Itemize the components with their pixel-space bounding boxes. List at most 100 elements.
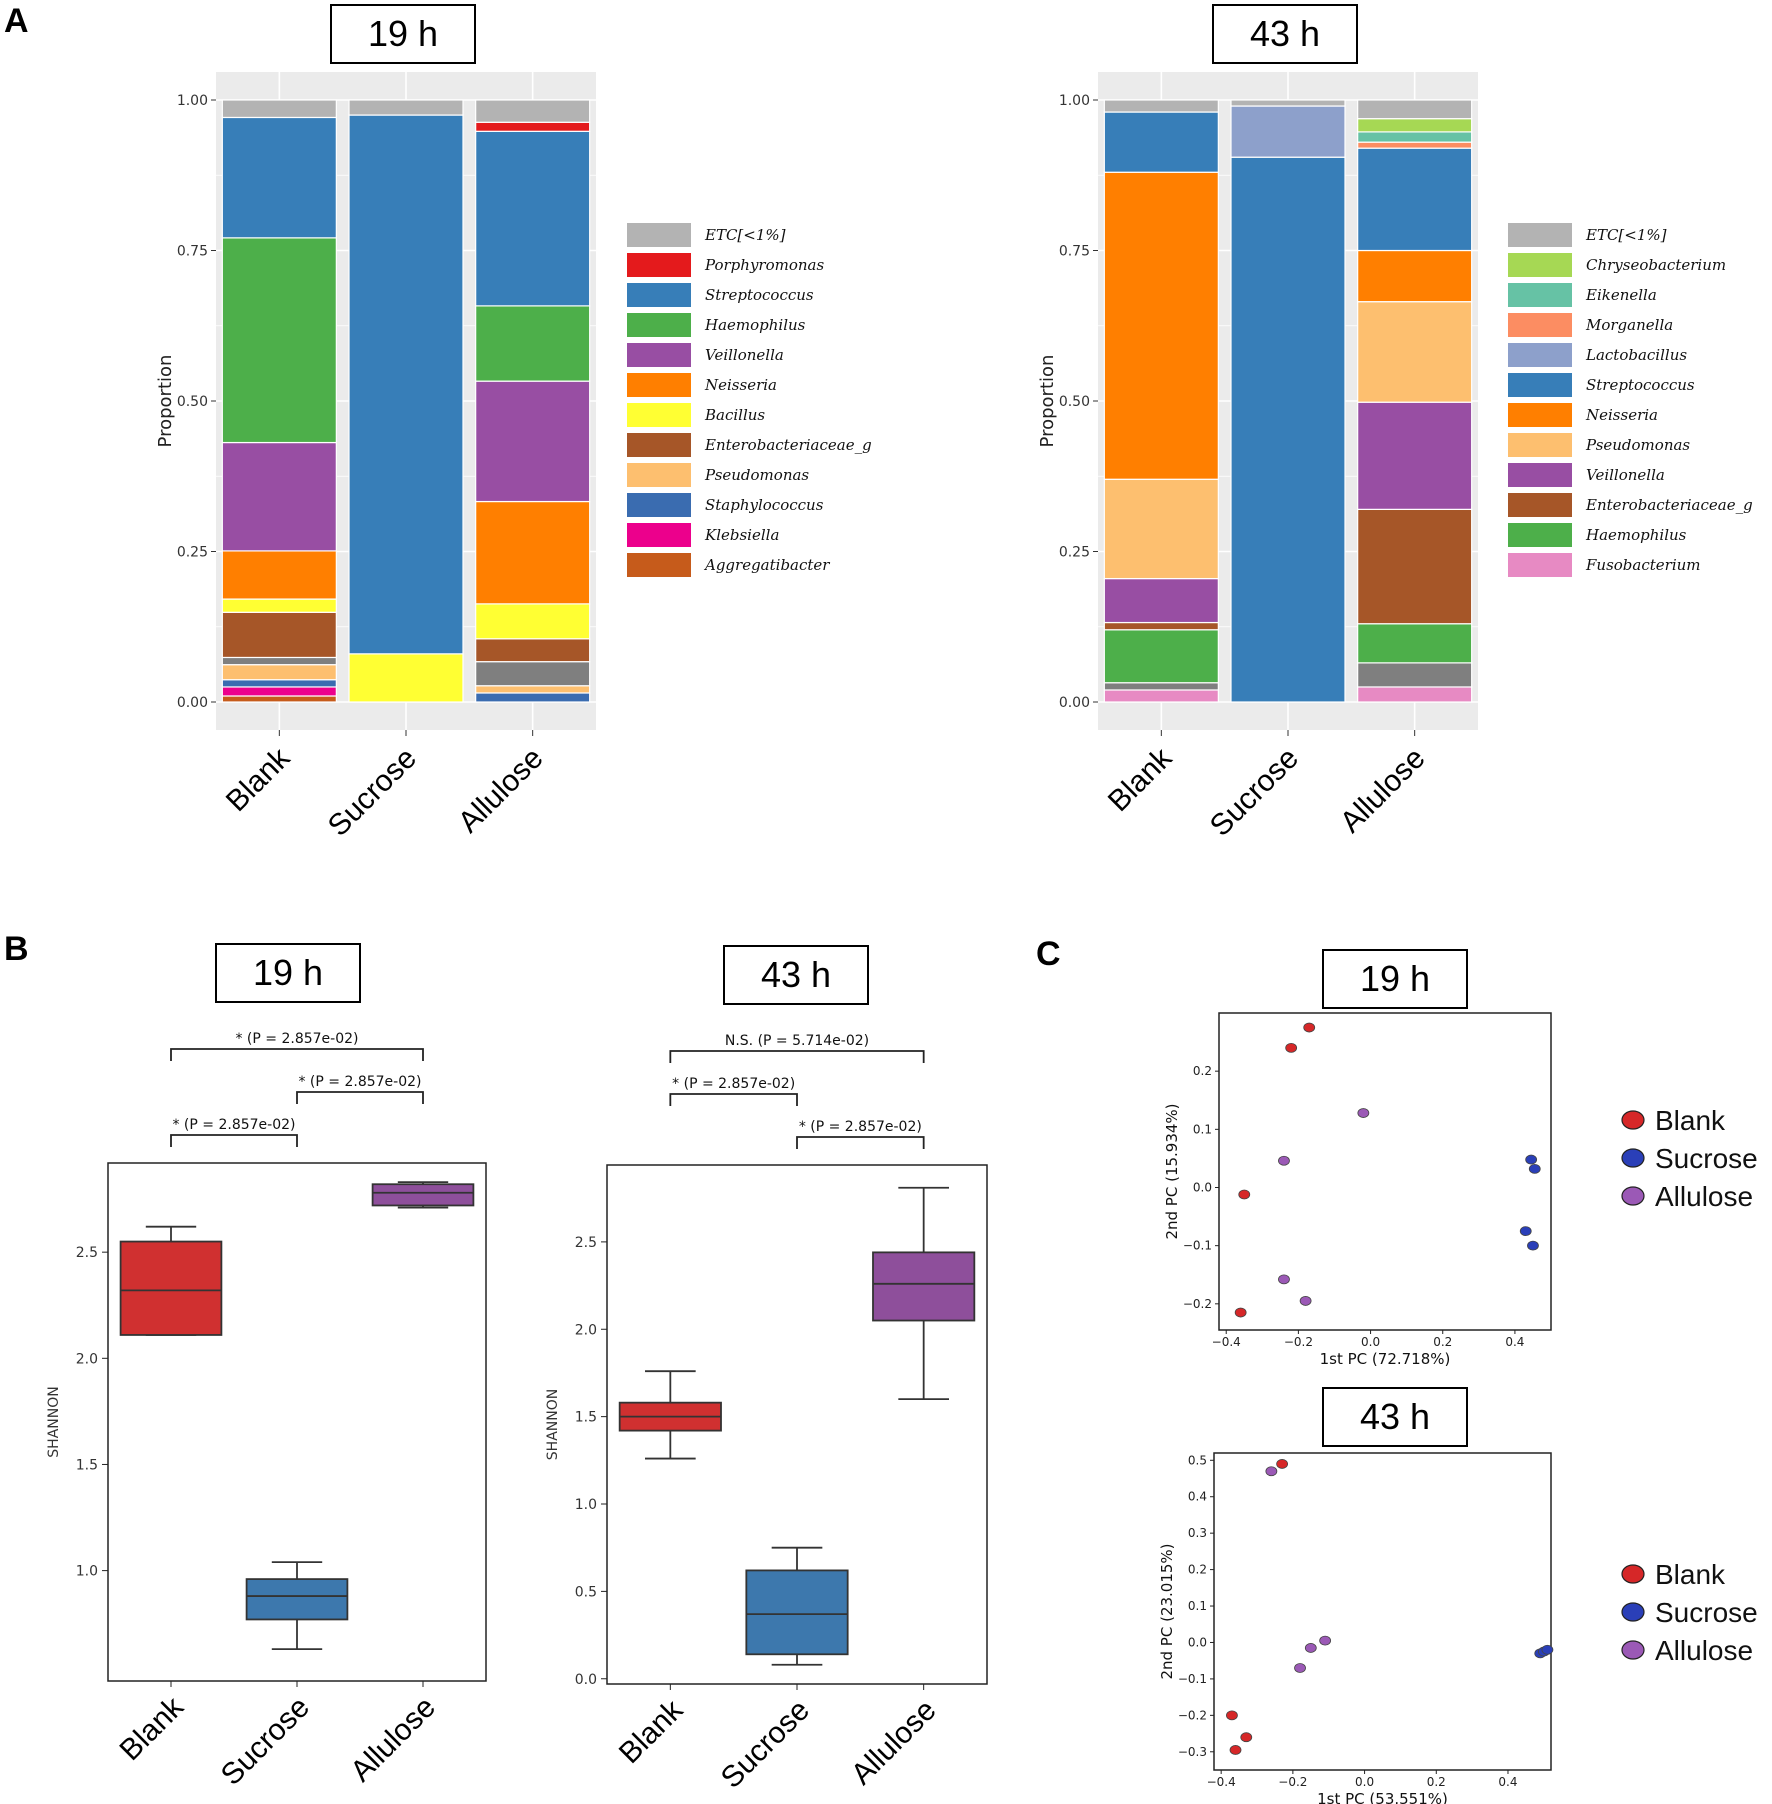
x-tick-label: Sucrose xyxy=(715,1694,816,1795)
chart-title-C43: 43 h xyxy=(1360,1396,1430,1437)
legend-label: Enterobacteriaceae_g xyxy=(704,436,872,454)
bar-segment xyxy=(1357,131,1473,143)
significance-label: * (P = 2.857e-02) xyxy=(672,1076,795,1092)
chart-title-A19: 19 h xyxy=(368,13,438,54)
bar-segment xyxy=(475,603,591,640)
bar-segment xyxy=(475,305,591,382)
x-tick-label: Blank xyxy=(114,1690,191,1767)
significance-bracket xyxy=(170,1134,298,1147)
y-tick-label: 2.5 xyxy=(76,1245,98,1261)
x-tick-label: −0.2 xyxy=(1284,1335,1313,1349)
y-tick-label: −0.2 xyxy=(1178,1708,1207,1722)
legend-label: Eikenella xyxy=(1585,286,1657,304)
significance-label: * (P = 2.857e-02) xyxy=(235,1031,358,1047)
y-tick-label: 0.0 xyxy=(1193,1180,1212,1194)
bar-segment xyxy=(1357,401,1473,510)
y-tick-label: 2.0 xyxy=(76,1351,98,1367)
legend-swatch xyxy=(1508,313,1572,337)
bar-segment xyxy=(475,380,591,503)
box-allulose xyxy=(872,1251,976,1322)
legend-swatch xyxy=(627,223,691,247)
y-tick-label: 1.0 xyxy=(575,1497,597,1513)
legend-label: Allulose xyxy=(1655,1635,1753,1666)
legend-label: Streptococcus xyxy=(1586,376,1695,394)
data-point-allulose xyxy=(1357,1108,1370,1118)
legend-label: Porphyromonas xyxy=(704,256,824,274)
legend-label: ETC[<1%] xyxy=(704,226,786,244)
chart-title-A19-box xyxy=(330,4,476,64)
y-tick-label: 1.5 xyxy=(76,1457,98,1473)
y-tick-label: 0.50 xyxy=(1059,394,1090,410)
legend-label: Klebsiella xyxy=(704,526,779,544)
chart-title-B43: 43 h xyxy=(761,954,831,995)
data-point-allulose xyxy=(1278,1274,1290,1285)
bar-segment xyxy=(475,661,591,687)
legend-label: Sucrose xyxy=(1655,1143,1758,1174)
y-tick-label: 2.5 xyxy=(575,1235,597,1251)
bar-segment xyxy=(221,598,337,613)
data-point-blank xyxy=(1303,1022,1316,1033)
y-tick-label: 0.75 xyxy=(1059,244,1090,260)
bar-segment xyxy=(1103,689,1219,703)
panel-label-c: C xyxy=(1036,935,1061,973)
x-tick-label: 0.4 xyxy=(1505,1335,1524,1349)
panel-label-a: A xyxy=(4,2,29,40)
bar-segment xyxy=(1357,147,1473,252)
bar-segment xyxy=(1357,662,1473,688)
x-tick-label: 0.2 xyxy=(1433,1335,1452,1349)
chart-title-C43-box xyxy=(1322,1387,1468,1447)
legend-swatch xyxy=(627,403,691,427)
y-tick-label: 1.5 xyxy=(575,1410,597,1426)
legend-swatch xyxy=(1508,283,1572,307)
bar-segment xyxy=(1357,686,1473,703)
data-point-sucrose xyxy=(1528,1163,1541,1174)
legend-label: Neisseria xyxy=(1585,406,1658,424)
significance-label: * (P = 2.857e-02) xyxy=(799,1119,922,1135)
y-tick-label: 0.25 xyxy=(1059,545,1090,561)
data-point-allulose xyxy=(1294,1663,1306,1673)
legend-swatch xyxy=(627,493,691,517)
significance-bracket xyxy=(669,1050,925,1063)
x-tick-label: −0.2 xyxy=(1278,1775,1307,1789)
y-tick-label: −0.1 xyxy=(1178,1672,1207,1686)
chart-title-B19-box xyxy=(215,943,361,1003)
significance-label: * (P = 2.857e-02) xyxy=(172,1117,295,1133)
y-tick-label: −0.2 xyxy=(1183,1297,1212,1311)
legend-swatch xyxy=(627,523,691,547)
legend-swatch xyxy=(1508,463,1572,487)
x-tick-label: Allulose xyxy=(452,742,550,840)
box-blank xyxy=(119,1240,223,1336)
bar-segment xyxy=(1357,99,1473,120)
legend-swatch xyxy=(627,433,691,457)
bar-segment xyxy=(1103,682,1219,691)
legend-marker xyxy=(1621,1148,1645,1168)
bar-segment xyxy=(475,130,591,307)
y-tick-label: 2.0 xyxy=(575,1322,597,1338)
legend-swatch xyxy=(1508,553,1572,577)
plot-frame xyxy=(1218,1012,1552,1331)
legend-swatch xyxy=(627,253,691,277)
box-sucrose xyxy=(745,1569,849,1656)
legend-swatch xyxy=(1508,493,1572,517)
bar-segment xyxy=(221,441,337,552)
x-tick-label: Blank xyxy=(220,741,297,818)
x-axis-label: 1st PC (53.551%) xyxy=(1317,1790,1448,1804)
legend-label: Allulose xyxy=(1655,1181,1753,1212)
y-tick-label: 1.0 xyxy=(76,1564,98,1580)
bar-segment xyxy=(1103,577,1219,624)
y-tick-label: 0.1 xyxy=(1193,1122,1212,1136)
legend-label: Enterobacteriaceae_g xyxy=(1585,496,1753,514)
y-tick-label: 1.00 xyxy=(1059,93,1090,109)
y-tick-label: 0.1 xyxy=(1188,1599,1207,1613)
bar-segment xyxy=(221,116,337,239)
data-point-blank xyxy=(1229,1745,1242,1755)
legend-swatch xyxy=(627,343,691,367)
bar-segment xyxy=(475,121,591,132)
legend-swatch xyxy=(1508,373,1572,397)
y-tick-label: 0.2 xyxy=(1193,1064,1212,1078)
plot-frame xyxy=(1213,1452,1552,1771)
bar-segment xyxy=(475,692,591,703)
bar-segment xyxy=(221,550,337,600)
data-point-allulose xyxy=(1304,1643,1317,1653)
legend-label: Bacillus xyxy=(704,406,765,424)
